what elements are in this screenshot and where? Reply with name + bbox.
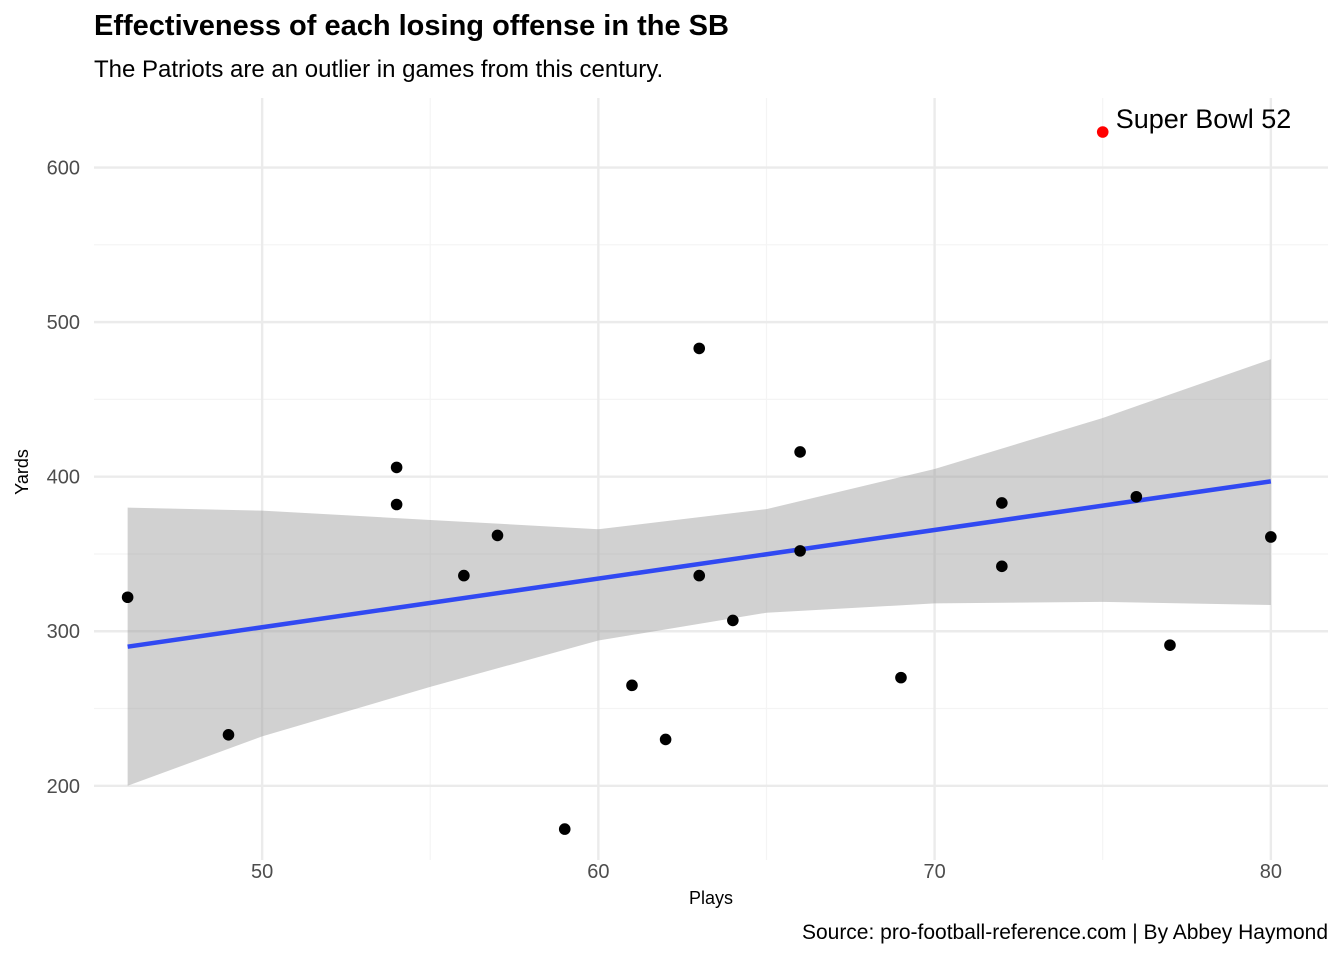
data-point: [727, 614, 739, 627]
x-tick-label: 50: [251, 861, 273, 883]
data-point: [794, 545, 806, 557]
x-tick-labels: 50 60 70 80: [251, 861, 1282, 883]
data-point: [390, 461, 403, 474]
data-point: [222, 729, 235, 741]
data-point: [1164, 639, 1176, 651]
x-tick-label: 60: [587, 861, 609, 883]
chart-subtitle: The Patriots are an outlier in games fro…: [94, 56, 664, 83]
x-axis-title: Plays: [689, 888, 733, 908]
data-point: [693, 342, 706, 355]
data-point: [626, 679, 638, 692]
y-tick-label: 500: [47, 312, 80, 334]
data-point: [996, 560, 1008, 573]
y-tick-label: 300: [47, 621, 80, 643]
data-point: [491, 529, 504, 542]
data-point: [659, 733, 672, 746]
data-points: [121, 342, 1277, 835]
chart-caption: Source: pro-football-reference.com | By …: [801, 921, 1328, 944]
y-tick-label: 200: [47, 776, 80, 798]
regression-line: [127, 479, 1272, 649]
highlight-group: Super Bowl 52: [1096, 104, 1292, 138]
x-tick-label: 80: [1260, 861, 1282, 883]
y-tick-label: 400: [47, 467, 80, 489]
trend-line: [127, 479, 1272, 649]
y-axis-title: Yards: [12, 449, 32, 495]
data-point: [1130, 490, 1143, 503]
data-point: [1265, 531, 1277, 543]
data-point: [895, 671, 907, 684]
x-tick-label: 70: [923, 861, 945, 883]
data-point: [458, 569, 470, 582]
highlight-label: Super Bowl 52: [1116, 104, 1292, 134]
data-point: [390, 498, 403, 511]
data-point: [121, 591, 134, 604]
data-point: [996, 497, 1008, 509]
data-point: [693, 569, 706, 582]
data-point: [794, 446, 806, 458]
y-tick-labels: 200 300 400 500 600: [47, 158, 80, 798]
highlight-point: [1096, 126, 1109, 138]
grid-lines: [94, 98, 1328, 860]
data-point: [558, 823, 571, 835]
chart-title: Effectiveness of each losing offense in …: [94, 10, 729, 42]
y-tick-label: 600: [47, 158, 80, 180]
